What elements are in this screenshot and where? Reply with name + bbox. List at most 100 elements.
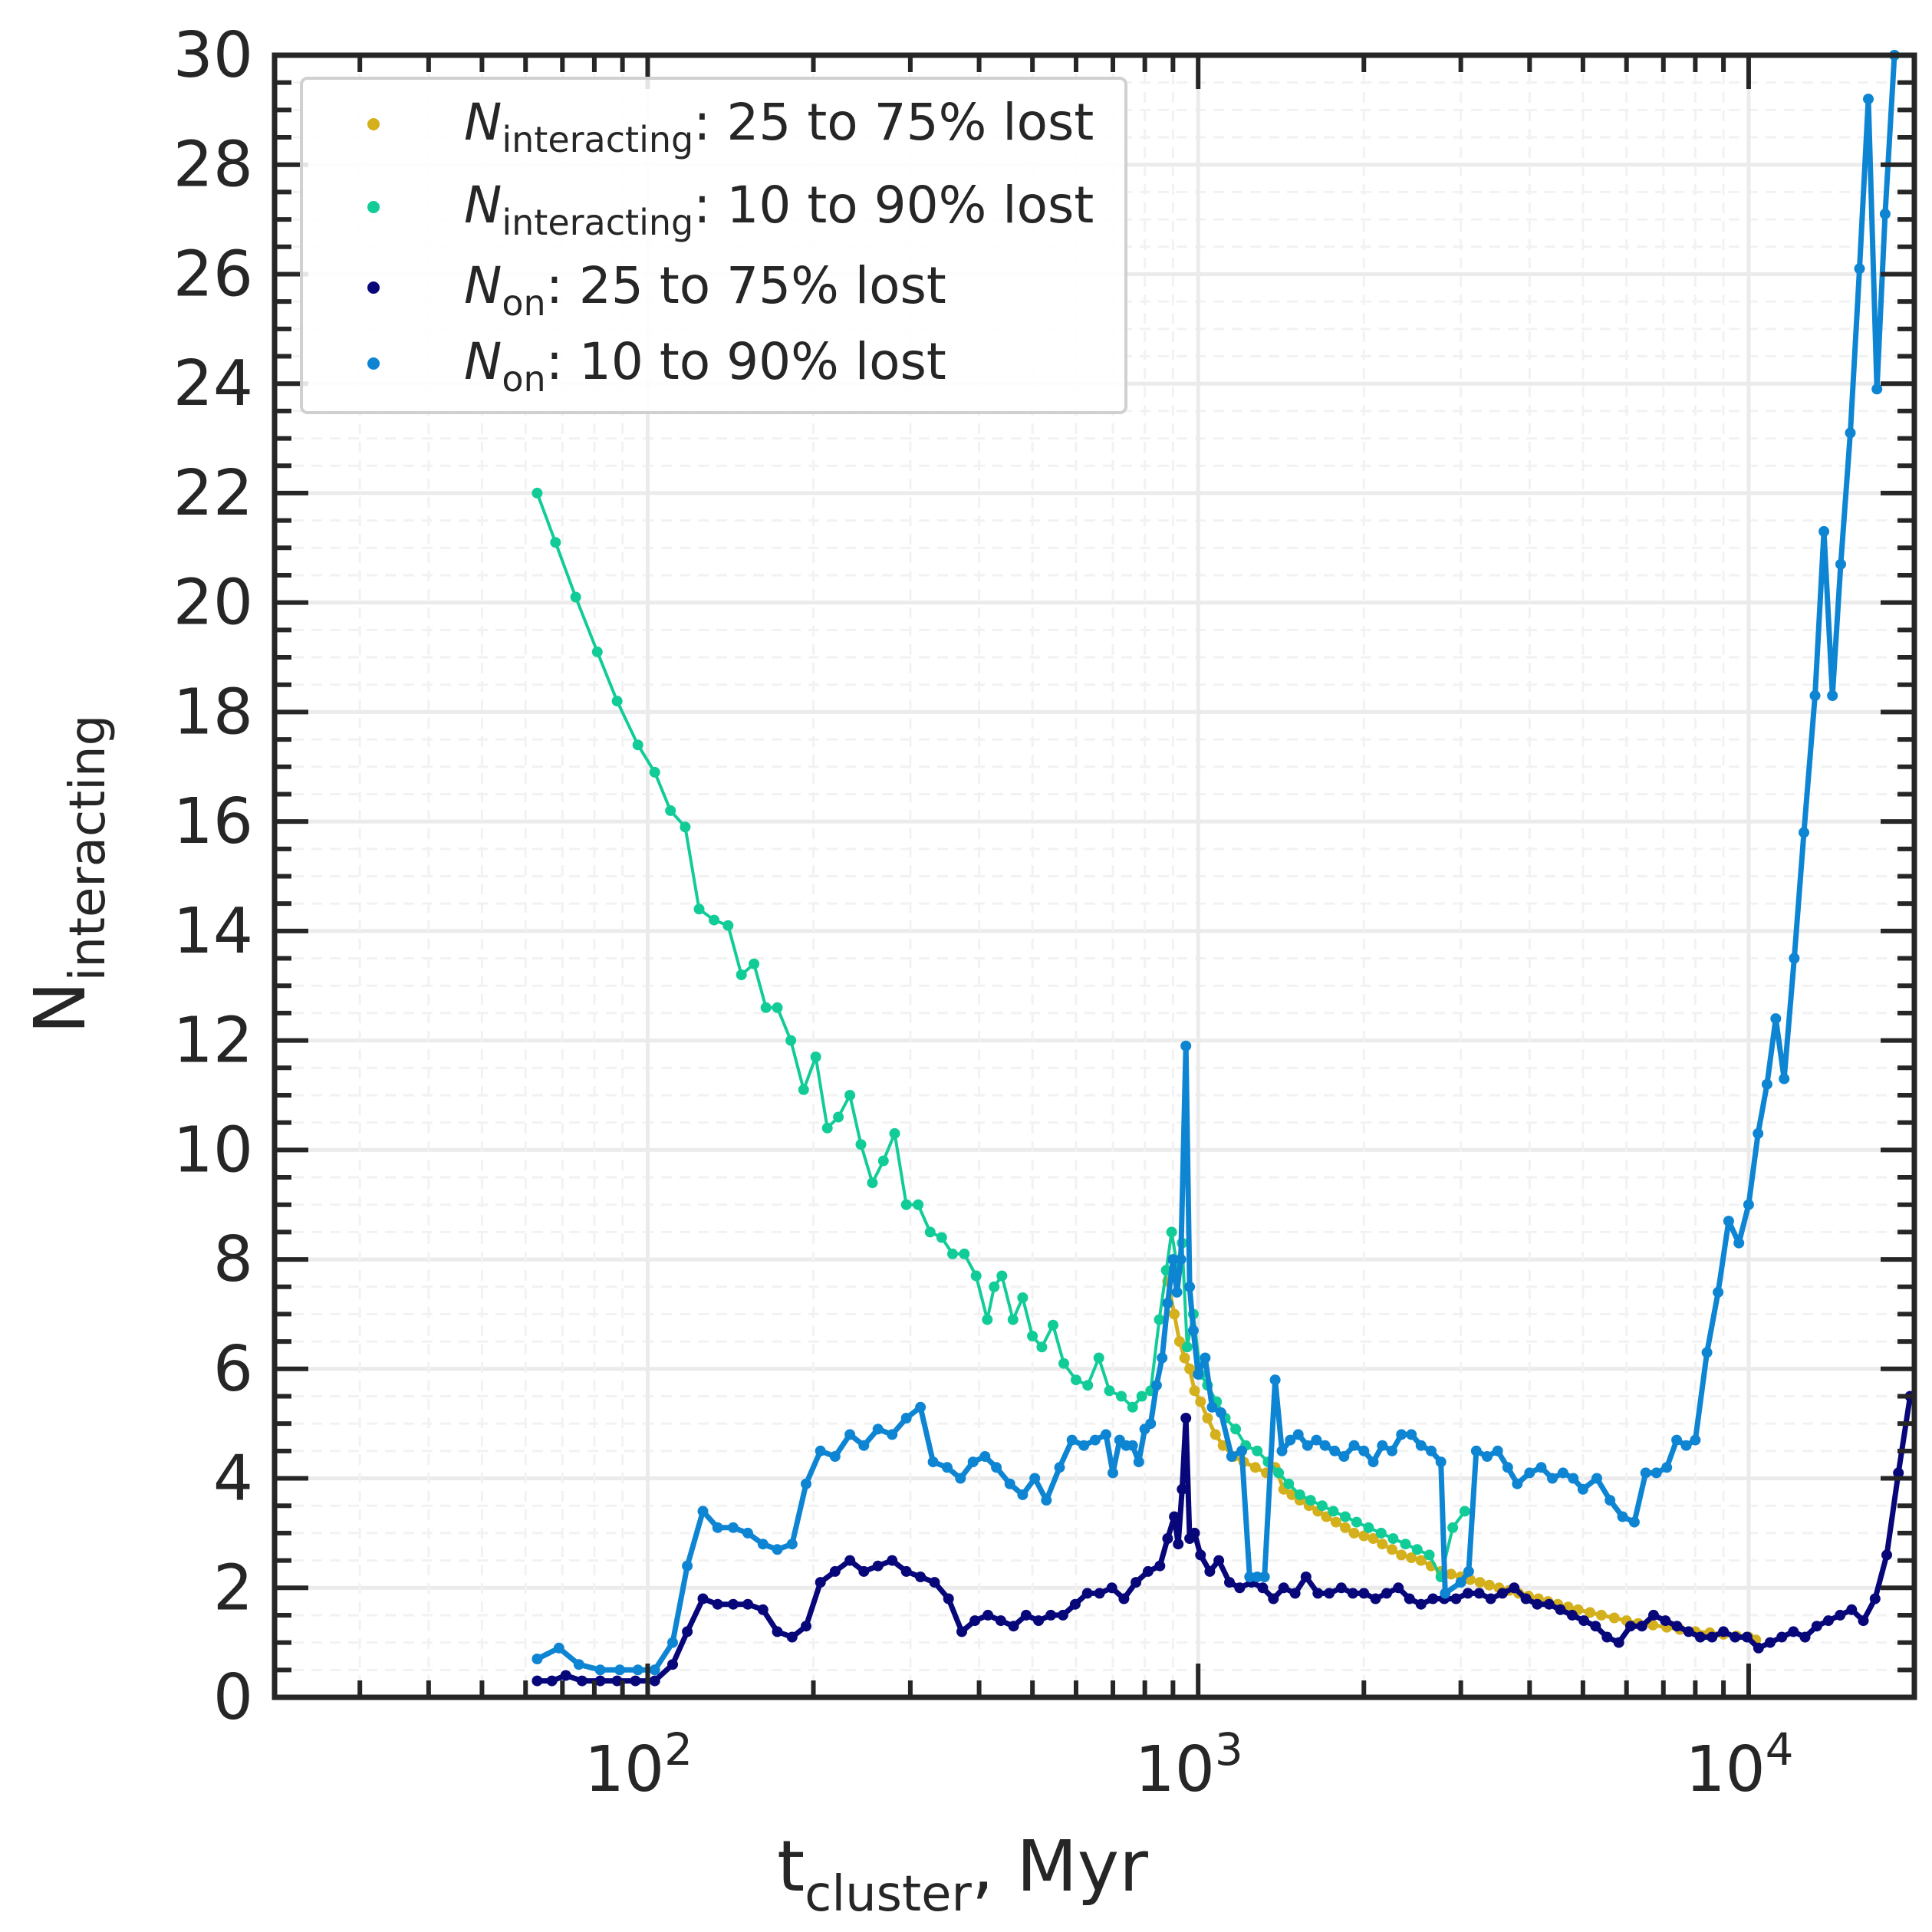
legend-label-main: N — [464, 93, 502, 152]
series-line — [535, 491, 1466, 1578]
data-point — [1175, 1254, 1187, 1266]
data-point — [1707, 1631, 1718, 1643]
data-point — [1485, 1593, 1496, 1605]
data-point — [889, 1127, 900, 1139]
data-point — [1661, 1462, 1673, 1473]
data-point — [630, 1675, 641, 1687]
data-point — [757, 1604, 769, 1615]
data-point — [1543, 1598, 1555, 1610]
data-point — [858, 1565, 870, 1577]
data-point — [1187, 1325, 1199, 1336]
data-point — [1557, 1467, 1568, 1479]
data-point — [1788, 1626, 1799, 1637]
data-point — [1509, 1582, 1520, 1594]
data-point — [1036, 1341, 1048, 1353]
data-point — [1089, 1434, 1101, 1446]
data-point — [532, 487, 543, 499]
legend-label-sub: on — [502, 282, 545, 324]
data-point — [1215, 1407, 1226, 1418]
data-point — [1524, 1467, 1535, 1479]
data-point — [1311, 1434, 1322, 1446]
data-point — [982, 1609, 994, 1621]
data-point — [682, 1560, 693, 1572]
data-point — [1818, 525, 1830, 537]
data-point — [1273, 1467, 1285, 1479]
data-point — [1173, 1336, 1185, 1348]
data-point — [815, 1445, 826, 1456]
data-point — [1455, 1577, 1466, 1588]
data-point — [632, 739, 643, 751]
legend-label-sub: interacting — [502, 119, 693, 160]
data-point — [1393, 1582, 1404, 1594]
data-point — [1636, 1621, 1647, 1632]
data-point — [1660, 1615, 1671, 1627]
data-point — [1154, 1314, 1165, 1325]
data-point — [1566, 1609, 1578, 1621]
data-point — [1363, 1522, 1374, 1533]
data-point — [1195, 1549, 1206, 1561]
x-tick-label: 102 — [584, 1723, 693, 1806]
data-point — [1058, 1358, 1069, 1369]
data-point — [785, 1035, 797, 1046]
data-point — [680, 821, 691, 833]
data-point — [1718, 1626, 1730, 1637]
data-point — [632, 1664, 643, 1676]
data-point — [1136, 1391, 1147, 1402]
y-tick-label: 24 — [173, 347, 253, 420]
data-point — [1189, 1527, 1200, 1539]
x-axis-title-main: t — [777, 1825, 805, 1907]
data-point — [1680, 1440, 1692, 1451]
data-point — [1605, 1495, 1616, 1506]
data-point — [1093, 1352, 1104, 1364]
data-point — [1108, 1467, 1118, 1479]
data-point — [1723, 1216, 1734, 1227]
legend-label: Non: 25 to 75% lost — [464, 256, 946, 324]
data-point — [829, 1565, 841, 1577]
data-point — [1440, 1588, 1451, 1599]
legend-label-sub: interacting — [502, 202, 693, 243]
x-tick-label-base: 10 — [1135, 1733, 1215, 1806]
data-point — [887, 1429, 898, 1440]
data-point — [667, 1659, 678, 1670]
data-point — [1415, 1598, 1427, 1610]
data-point — [1761, 1078, 1772, 1090]
data-point — [1854, 263, 1865, 275]
data-point — [532, 1675, 543, 1687]
data-point — [1881, 1549, 1892, 1561]
data-point — [1628, 1516, 1640, 1528]
data-point — [1027, 1331, 1038, 1341]
data-point — [1329, 1445, 1341, 1456]
data-point — [1348, 1440, 1360, 1451]
y-tick-label: 2 — [213, 1552, 253, 1624]
data-point — [1118, 1593, 1130, 1605]
data-point — [915, 1401, 927, 1413]
data-point — [614, 1664, 626, 1676]
data-point — [1415, 1440, 1427, 1451]
data-point — [1008, 1621, 1019, 1632]
data-point — [844, 1555, 856, 1566]
data-point — [1375, 1527, 1387, 1539]
data-point — [1131, 1577, 1142, 1588]
x-axis-title-tail: , Myr — [972, 1825, 1148, 1907]
data-point — [1381, 1588, 1392, 1599]
data-point — [1387, 1445, 1397, 1456]
data-point — [877, 1155, 889, 1167]
data-point — [936, 1232, 947, 1243]
data-point — [1033, 1615, 1045, 1627]
legend-marker — [367, 118, 380, 130]
data-point — [712, 1598, 723, 1610]
data-point — [1278, 1582, 1289, 1594]
legend-label-sub: on — [502, 358, 545, 400]
data-point — [1613, 1637, 1624, 1648]
data-point — [1743, 1199, 1754, 1210]
data-point — [649, 1675, 660, 1687]
data-point — [810, 1052, 821, 1062]
grid-layer — [275, 55, 1916, 1697]
data-point — [1316, 1500, 1328, 1512]
data-point — [1294, 1489, 1305, 1500]
data-point — [1827, 690, 1838, 701]
data-point — [1069, 1598, 1081, 1610]
data-point — [1150, 1380, 1162, 1391]
data-point — [1368, 1456, 1379, 1468]
data-point — [915, 1572, 927, 1582]
